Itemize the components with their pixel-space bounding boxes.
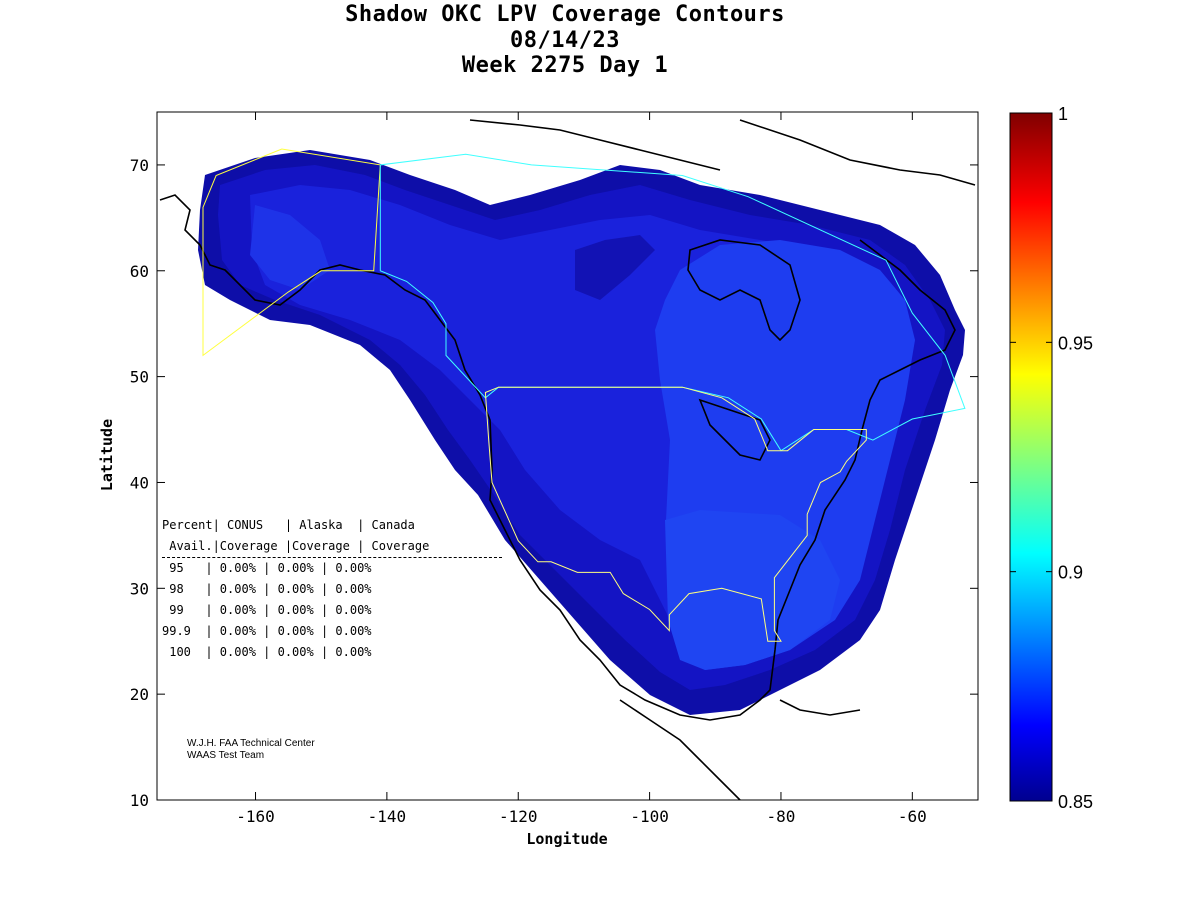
stats-divider: [162, 557, 502, 558]
x-tick-label: -160: [236, 807, 275, 826]
x-tick-label: -60: [898, 807, 927, 826]
coastlines: [159, 119, 976, 800]
stats-row: 99.9 | 0.00% | 0.00% | 0.00%: [162, 624, 372, 638]
colorbar: [1009, 112, 1053, 802]
plot-frame: [156, 111, 979, 801]
coverage-layer: [159, 119, 976, 800]
y-tick-label: 50: [130, 368, 149, 387]
x-tick-label: -100: [630, 807, 669, 826]
colorbar-tick-label: 0.95: [1058, 333, 1093, 353]
stats-row: 98 | 0.00% | 0.00% | 0.00%: [162, 582, 372, 596]
colorbar-tick-label: 0.85: [1058, 792, 1093, 812]
y-tick-label: 30: [130, 579, 149, 598]
y-tick-label: 70: [130, 156, 149, 175]
x-tick-label: -120: [499, 807, 538, 826]
y-tick-label: 10: [130, 791, 149, 810]
axis-tick-labels: -160 -140 -120 -100 -80 -60 10 20 30 40 50 60 70: [130, 156, 927, 826]
conus-boundary: [484, 386, 867, 642]
y-tick-label: 60: [130, 262, 149, 281]
region-boundaries: [202, 148, 966, 642]
x-axis-label: Longitude: [526, 830, 607, 848]
stats-row: 95 | 0.00% | 0.00% | 0.00%: [162, 561, 372, 575]
stats-header2: Avail.|Coverage |Coverage | Coverage: [162, 539, 430, 553]
colorbar-ticks: 1 0.95 0.9 0.85: [1010, 104, 1093, 812]
chart-title-line2: 08/14/23: [510, 28, 620, 53]
x-tick-label: -80: [767, 807, 796, 826]
stats-header1: Percent| CONUS | Alaska | Canada: [162, 518, 415, 532]
x-tick-label: -140: [368, 807, 407, 826]
coverage-region-north-dark: [575, 235, 655, 300]
y-tick-label: 20: [130, 685, 149, 704]
y-axis-label: Latitude: [98, 419, 116, 491]
coverage-region-alaska-light: [250, 205, 330, 290]
stats-row: 99 | 0.00% | 0.00% | 0.00%: [162, 603, 372, 617]
colorbar-tick-label: 0.9: [1058, 563, 1083, 583]
y-tick-label: 40: [130, 473, 149, 492]
credit-line2: WAAS Test Team: [187, 750, 265, 761]
axis-ticks: [157, 112, 978, 801]
colorbar-tick-label: 1: [1058, 104, 1068, 124]
credit-line1: W.J.H. FAA Technical Center: [187, 738, 315, 749]
chart-title-line3: Week 2275 Day 1: [461, 53, 669, 78]
chart-title-line1: Shadow OKC LPV Coverage Contours: [345, 2, 785, 27]
stats-row: 100 | 0.00% | 0.00% | 0.00%: [162, 645, 372, 659]
